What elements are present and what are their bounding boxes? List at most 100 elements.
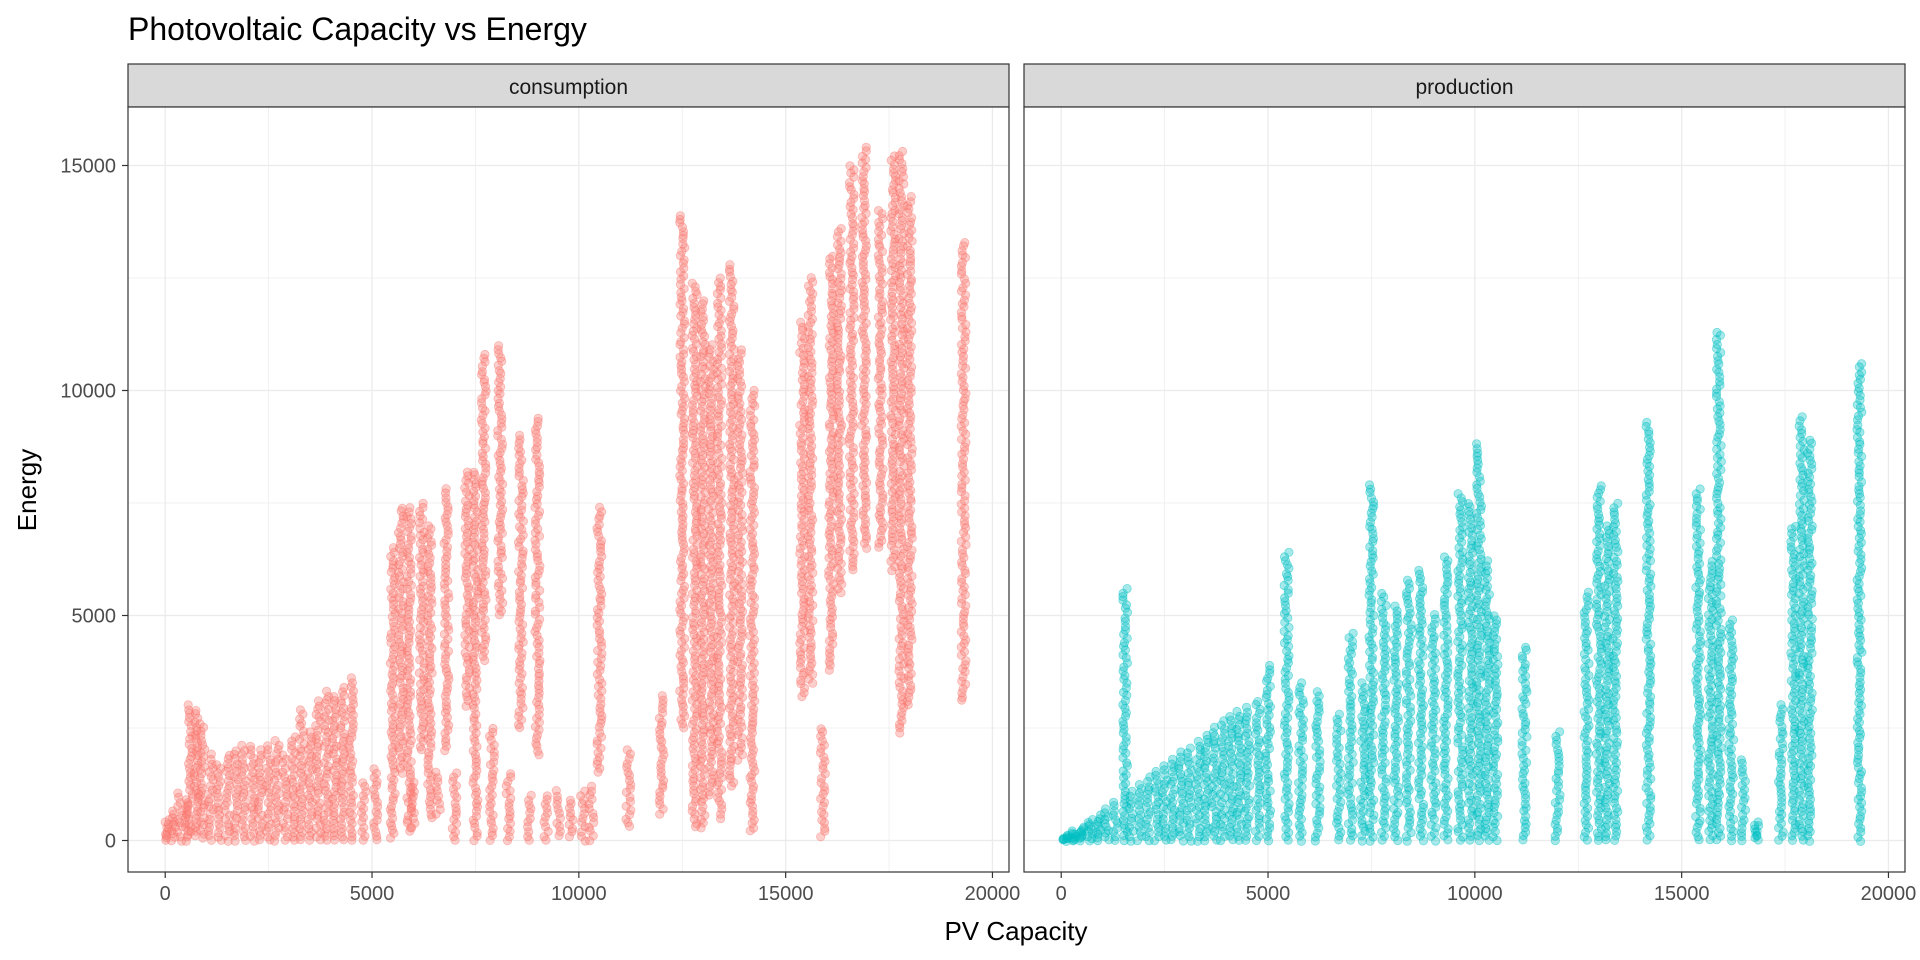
data-point [191, 826, 201, 836]
data-point [187, 730, 197, 741]
data-point [441, 484, 451, 494]
point-column [261, 741, 276, 845]
data-point [225, 810, 235, 820]
data-point [1109, 797, 1119, 807]
data-point [264, 788, 274, 798]
data-point [183, 801, 193, 811]
data-point [271, 827, 281, 837]
data-point [1185, 743, 1196, 753]
data-point [231, 813, 242, 823]
data-point [206, 835, 217, 845]
data-point [488, 723, 498, 734]
data-point [262, 741, 273, 751]
data-point [264, 772, 274, 782]
data-point [192, 726, 202, 736]
data-point [229, 810, 239, 820]
data-point [270, 831, 280, 841]
x-tick-label: 10000 [551, 883, 607, 905]
data-point [192, 738, 203, 748]
data-point [187, 747, 197, 758]
point-column [172, 788, 187, 846]
data-point [247, 802, 257, 812]
data-point [177, 822, 187, 832]
data-point [224, 826, 235, 836]
data-point [249, 775, 260, 785]
data-point [270, 735, 280, 746]
data-point [195, 791, 205, 801]
data-point [193, 755, 203, 766]
data-point [167, 813, 178, 823]
data-point [231, 792, 241, 802]
data-point [241, 776, 251, 786]
point-column [195, 719, 210, 843]
data-point [230, 762, 240, 773]
data-point [213, 768, 223, 778]
data-point [241, 797, 251, 807]
data-point [1297, 678, 1307, 688]
data-point [861, 142, 871, 152]
data-point [192, 743, 202, 753]
data-point [283, 809, 293, 820]
data-point [274, 801, 284, 811]
data-point [191, 786, 201, 796]
data-point [749, 385, 759, 396]
data-point [282, 789, 292, 799]
data-point [213, 814, 223, 824]
point-column [229, 746, 243, 846]
data-point [168, 806, 178, 816]
data-point [248, 822, 258, 832]
data-point [266, 792, 276, 803]
data-point [185, 734, 195, 744]
data-point [187, 789, 197, 799]
data-point [255, 792, 265, 802]
data-point [238, 810, 248, 820]
data-point [193, 750, 203, 761]
data-point [418, 498, 428, 508]
point-column [237, 740, 251, 846]
data-point [184, 739, 194, 749]
data-point [240, 823, 250, 833]
data-point [1168, 754, 1178, 764]
data-point [254, 763, 264, 773]
data-point [565, 795, 576, 805]
data-point [725, 260, 735, 270]
data-point [246, 762, 256, 772]
data-point [196, 726, 206, 736]
data-point [173, 788, 183, 798]
data-point [248, 780, 258, 790]
data-point [214, 810, 225, 820]
data-point [161, 833, 172, 843]
data-point [161, 835, 171, 845]
data-point [239, 831, 249, 842]
point-column [160, 814, 174, 845]
data-point [237, 815, 248, 825]
data-point [192, 722, 202, 732]
data-point [263, 767, 274, 777]
data-point [197, 756, 207, 767]
data-point [239, 788, 249, 798]
data-point [223, 754, 233, 764]
data-point [261, 826, 272, 837]
data-point [229, 818, 240, 828]
data-point [184, 763, 195, 773]
data-point [184, 705, 194, 715]
data-point [213, 805, 224, 815]
data-point [205, 781, 216, 791]
data-point [187, 793, 197, 803]
data-point [220, 814, 231, 824]
data-point [181, 813, 191, 823]
data-point [230, 754, 240, 764]
data-point [232, 798, 242, 808]
data-point [231, 746, 241, 756]
data-point [240, 780, 250, 791]
data-point [225, 770, 235, 781]
data-point [191, 763, 201, 773]
data-point [262, 763, 272, 773]
data-point [184, 814, 194, 824]
point-column [166, 806, 181, 846]
data-point [715, 273, 725, 283]
data-point [167, 826, 177, 836]
data-point [254, 826, 265, 837]
data-point [249, 753, 259, 764]
data-point [199, 800, 209, 810]
